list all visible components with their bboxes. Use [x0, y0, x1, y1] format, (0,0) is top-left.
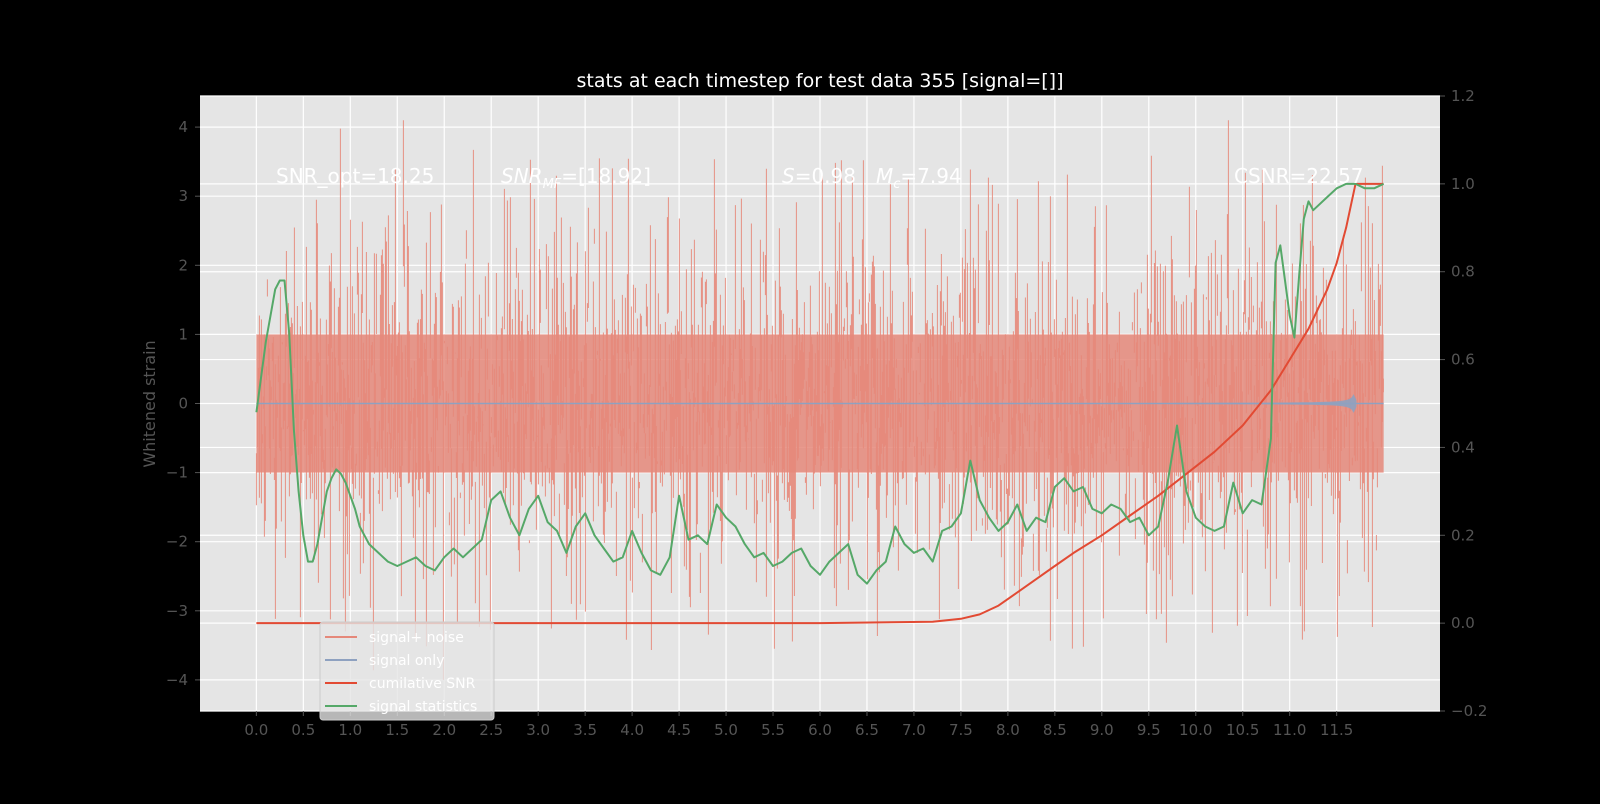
x-tick-label: 6.5	[855, 721, 879, 739]
annotation-snr-mf-main: SNR	[501, 164, 543, 188]
annotation-mc-sub: c	[893, 177, 900, 192]
series-signal-only	[256, 394, 1384, 413]
legend-label-signal-only: signal only	[369, 653, 444, 669]
annotation-csnr: CSNR=22.57	[1234, 164, 1364, 188]
x-tick-label: 6.0	[808, 721, 832, 739]
legend-entry-signal-statistics: signal statistics	[325, 699, 477, 715]
x-tick-label: 9.5	[1137, 721, 1161, 739]
legend-entry-cumulative-snr: cumilative SNR	[325, 676, 476, 692]
legend: signal+ noise signal only cumilative SNR…	[319, 621, 495, 721]
y-tick-label: 0	[178, 395, 188, 413]
x-tick-label: 4.5	[667, 721, 691, 739]
annotation-snr-mf: SNRMF=[18.92]	[501, 164, 651, 192]
annotation-mc: Mc=7.94	[876, 164, 962, 192]
x-tick-label: 10.5	[1226, 721, 1259, 739]
x-tick-label: 5.0	[714, 721, 738, 739]
x-tick-label: 10.0	[1179, 721, 1212, 739]
x-axis-ticks: 0.0 0.5 1.0 1.5 2.0 2.5 3.0 3.5 4.0 4.5 5.0 5.5 6.0 6…	[244, 711, 1353, 739]
y-axis-ticks: −4 −3 −2 −1 0 1 2 3 4	[166, 118, 200, 689]
annotation-snr-mf-sub: MF	[543, 177, 562, 192]
cumulative-snr-line	[256, 182, 1384, 625]
y2-tick-label: 0.0	[1451, 614, 1475, 632]
x-tick-label: 8.5	[1043, 721, 1067, 739]
x-tick-label: 11.5	[1320, 721, 1353, 739]
annotation-s-main: S	[782, 164, 795, 188]
annotation-snr-opt: SNR_opt=18.25	[276, 164, 434, 188]
legend-box	[319, 621, 495, 721]
x-tick-label: 7.0	[902, 721, 926, 739]
annotation-s-value: =0.98	[795, 164, 856, 188]
x-tick-label: 5.5	[761, 721, 785, 739]
chart-title: stats at each timestep for test data 355…	[576, 70, 1063, 92]
y2-tick-label: 1.2	[1451, 87, 1475, 105]
series-cumulative-snr	[256, 182, 1384, 625]
y2-tick-label: 0.4	[1451, 438, 1475, 456]
x-tick-label: 3.5	[573, 721, 597, 739]
series-signal-statistics	[255, 182, 1385, 585]
x-tick-label: 8.0	[996, 721, 1020, 739]
y2-tick-label: −0.2	[1451, 702, 1487, 720]
annotation-mc-main: M	[876, 164, 893, 188]
y-tick-label: −2	[166, 533, 188, 551]
y2-tick-label: 0.2	[1451, 526, 1475, 544]
y-tick-label: 1	[178, 325, 188, 343]
signal-chirp	[913, 394, 1357, 413]
legend-label-cumulative-snr: cumilative SNR	[369, 676, 476, 692]
annotations: SNR_opt=18.25 SNRMF=[18.92] S=0.98 Mc=7.…	[276, 164, 1364, 192]
y2-axis-ticks: −0.2 0.0 0.2 0.4 0.6 0.8 1.0 1.2	[1440, 87, 1487, 720]
x-tick-label: 0.0	[244, 721, 268, 739]
legend-label-signal-plus-noise: signal+ noise	[369, 630, 464, 646]
annotation-mc-value: =7.94	[900, 164, 961, 188]
x-tick-label: 4.0	[620, 721, 644, 739]
x-tick-label: 3.0	[526, 721, 550, 739]
y-tick-label: −3	[166, 602, 188, 620]
x-tick-label: 7.5	[949, 721, 973, 739]
x-tick-label: 2.5	[479, 721, 503, 739]
y-tick-label: 3	[178, 187, 188, 205]
x-tick-label: 1.0	[338, 721, 362, 739]
x-tick-label: 1.5	[385, 721, 409, 739]
noise-trace	[255, 120, 1384, 680]
x-tick-label: 0.5	[291, 721, 315, 739]
annotation-snr-mf-value: =[18.92]	[561, 164, 651, 188]
legend-entry-signal-only: signal only	[325, 653, 444, 669]
legend-label-signal-statistics: signal statistics	[369, 699, 477, 715]
y2-tick-label: 0.8	[1451, 263, 1475, 281]
y-tick-label: 4	[178, 118, 188, 136]
signal-statistics-line	[255, 182, 1385, 585]
x-tick-label: 2.0	[432, 721, 456, 739]
y-tick-label: 2	[178, 256, 188, 274]
x-tick-label: 11.0	[1273, 721, 1306, 739]
x-tick-label: 9.0	[1090, 721, 1114, 739]
y2-tick-label: 1.0	[1451, 175, 1475, 193]
legend-entry-signal-plus-noise: signal+ noise	[325, 630, 464, 646]
y2-tick-label: 0.6	[1451, 351, 1475, 369]
y-tick-label: −4	[166, 671, 188, 689]
annotation-s: S=0.98	[782, 164, 856, 188]
y-tick-label: −1	[166, 464, 188, 482]
y-axis-label: Whitened strain	[140, 340, 159, 467]
